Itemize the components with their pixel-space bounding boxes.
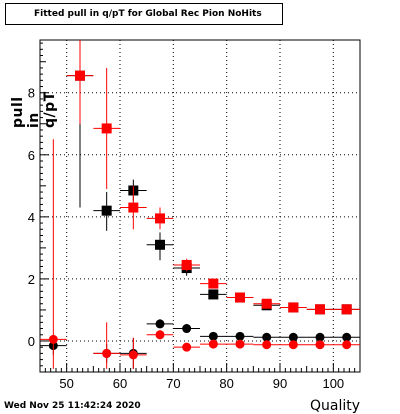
data-point-square [315,304,325,315]
data-point-square [341,304,352,315]
data-point-circle [155,330,165,340]
data-point-circle [155,319,165,329]
y-tick-label: 0 [28,334,35,349]
series-layer [40,40,360,369]
x-tick-label: 70 [166,376,180,391]
data-point-circle [315,340,325,350]
data-point-square [181,259,192,270]
data-point-square [101,123,112,134]
data-point-square [101,205,112,216]
data-point-square [235,292,245,303]
axes-frame [39,39,361,373]
grid-layer [40,40,360,372]
x-tick-label: 100 [322,376,344,391]
data-point-square [208,278,219,289]
x-tick-label: 90 [273,376,287,391]
data-point-circle [235,339,245,349]
data-point-circle [342,332,352,342]
data-point-circle [288,340,298,350]
data-point-circle [182,324,192,334]
data-point-circle [182,342,192,352]
data-point-circle [128,350,138,360]
data-point-circle [48,334,58,344]
data-point-square [75,70,85,81]
data-point-circle [208,339,218,349]
data-point-square [155,239,165,250]
chart-title-box: Fitted pull in q/pT for Global Rec Pion … [5,3,283,25]
data-point-square [208,289,219,300]
x-tick-label: 60 [113,376,127,391]
tick-layer: 50 60 70 80 90 100 0 2 4 6 8 [28,42,361,391]
data-point-circle [342,340,352,350]
y-tick-label: 4 [28,210,35,225]
data-point-square [288,302,299,313]
plot-frame [39,39,361,373]
x-tick-label: 50 [59,376,73,391]
timestamp: Wed Nov 25 11:42:24 2020 [4,401,141,411]
chart-title: Fitted pull in q/pT for Global Rec Pion … [34,9,262,19]
data-point-circle [102,348,112,358]
data-point-square [128,202,139,213]
x-tick-label: 80 [219,376,233,391]
y-tick-label: 8 [28,86,35,101]
data-point-circle [235,331,245,341]
data-point-square [155,213,165,224]
y-axis-label: pull in q/pT [10,91,58,128]
data-point-circle [208,331,218,341]
y-tick-label: 6 [28,148,35,163]
data-point-circle [262,332,272,342]
data-point-circle [262,340,272,350]
x-axis-label: Quality [309,398,360,414]
data-point-circle [288,332,298,342]
y-tick-label: 2 [28,272,35,287]
data-point-square [261,298,272,309]
data-point-circle [315,332,325,342]
